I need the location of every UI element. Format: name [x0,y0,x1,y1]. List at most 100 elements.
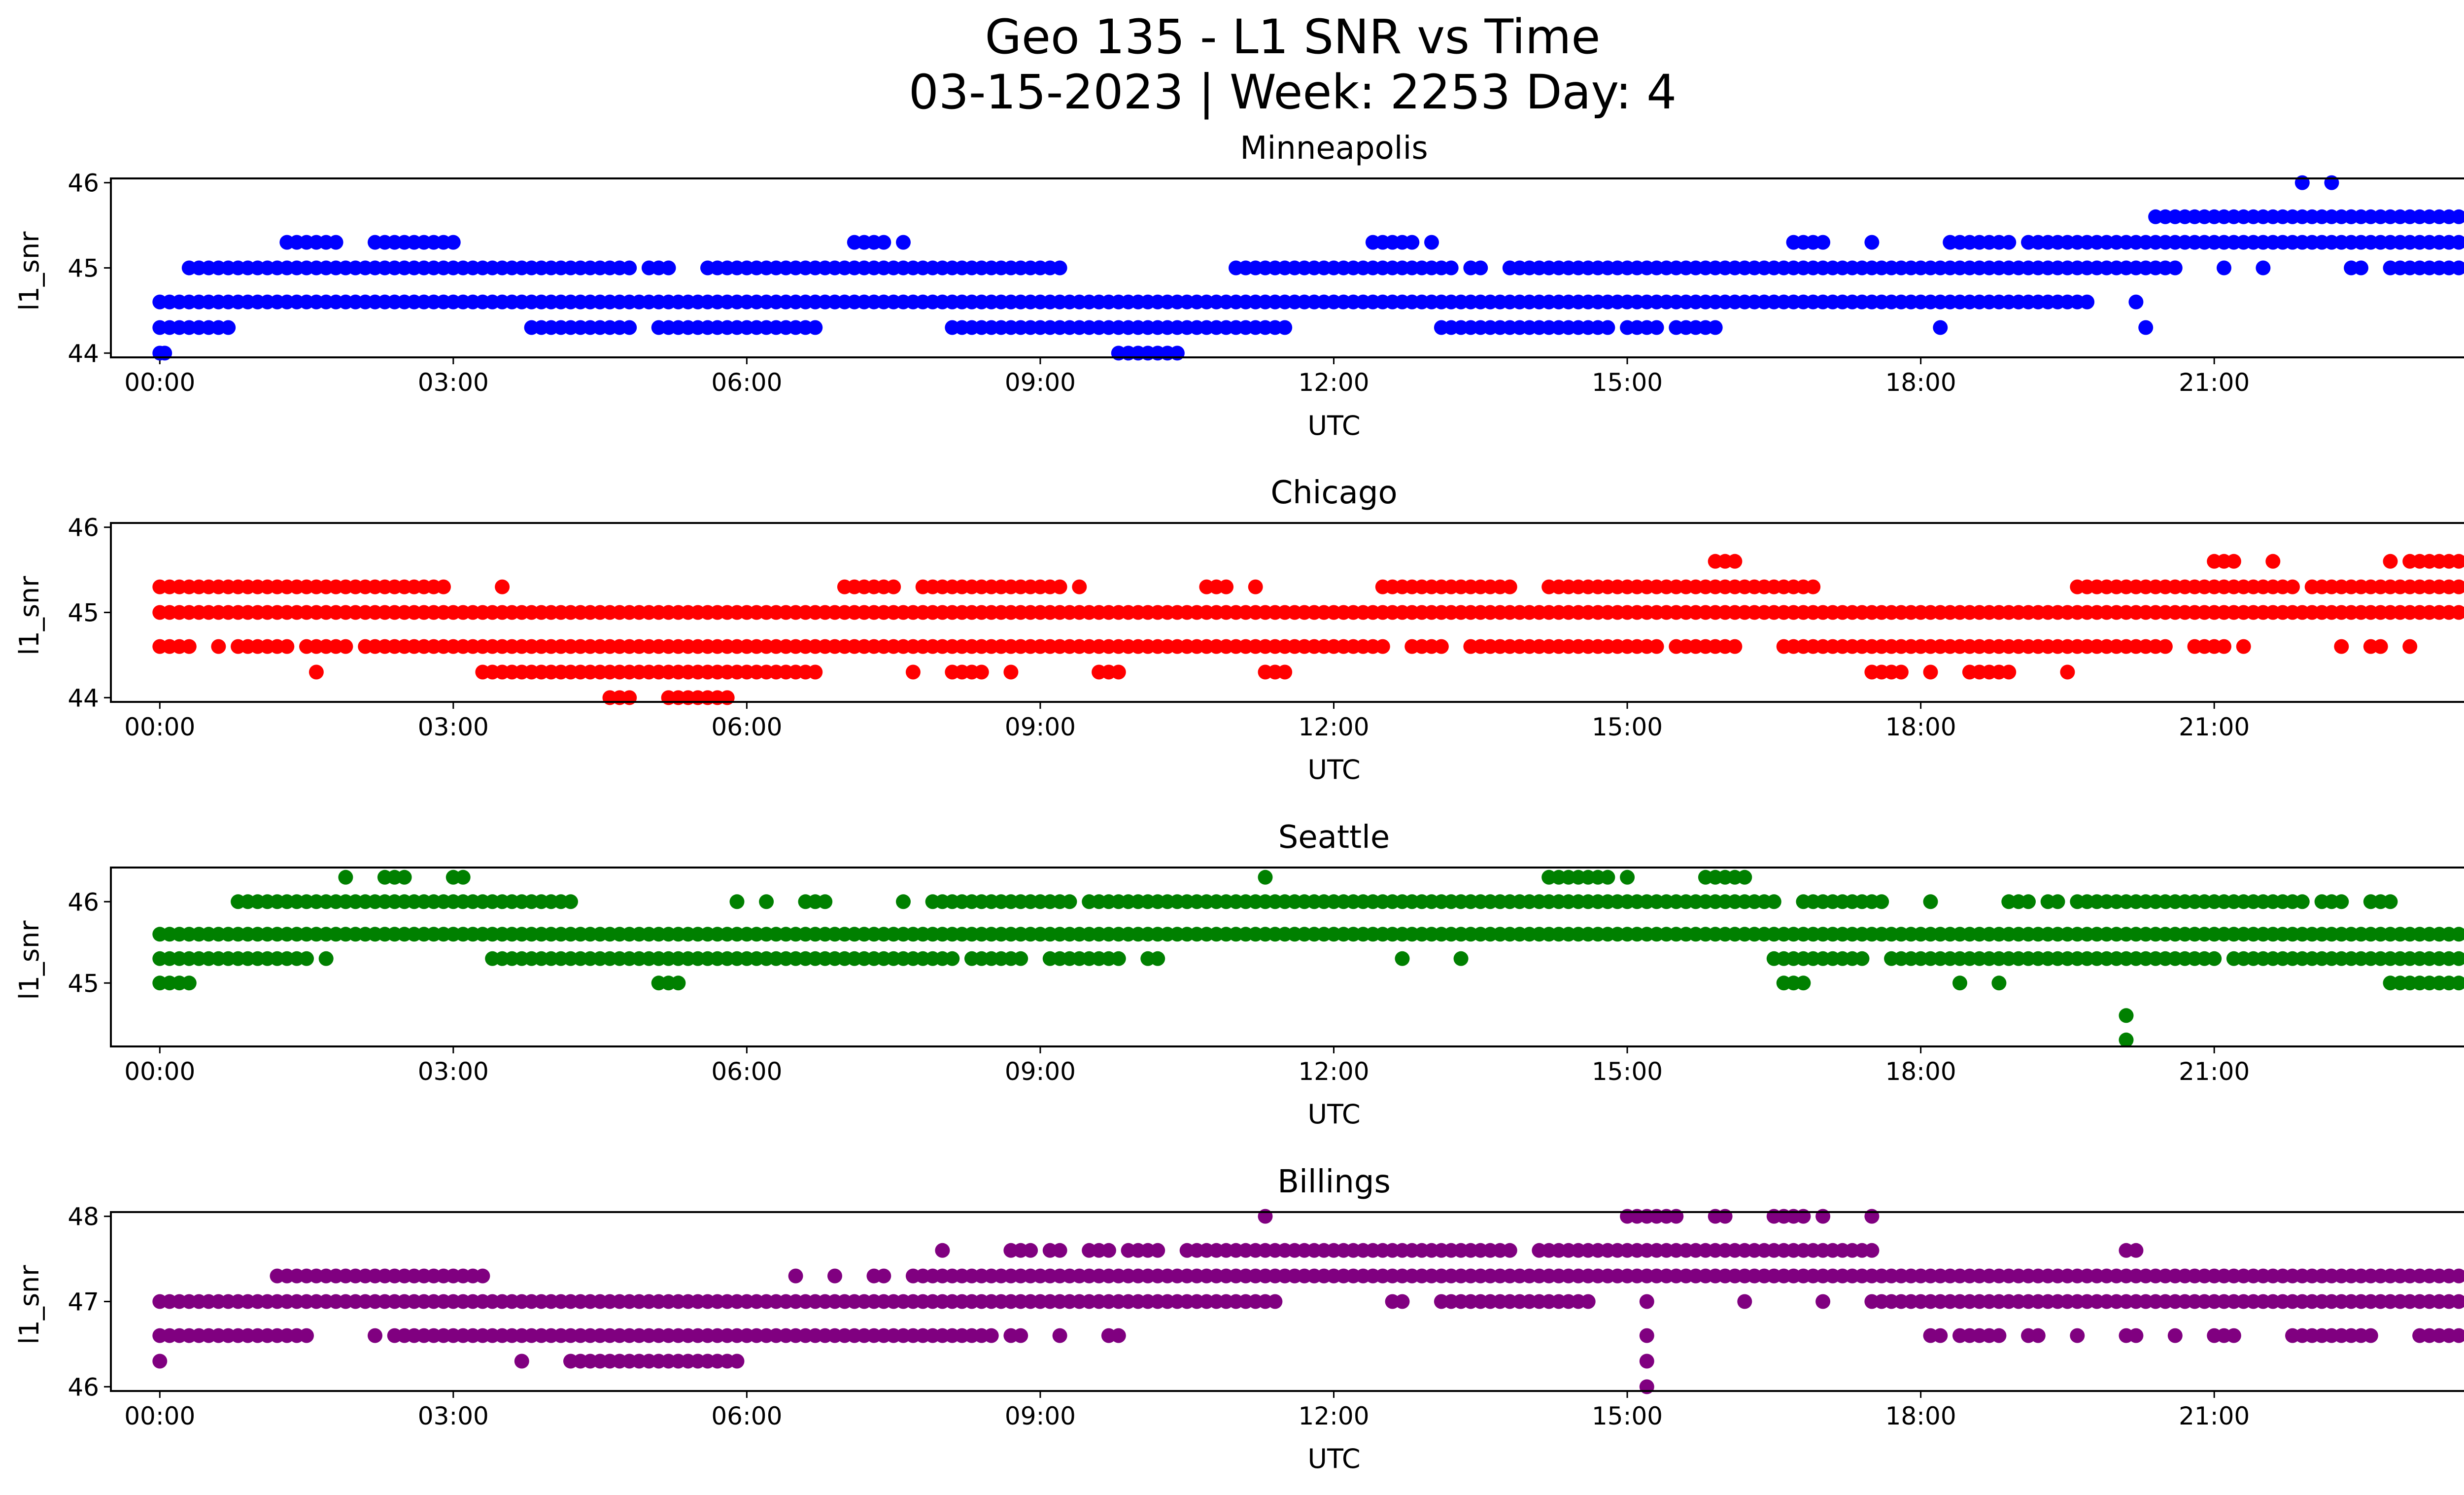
data-point [1933,1328,1948,1343]
data-point [759,894,774,909]
data-point [729,1354,745,1369]
data-point [2119,1008,2134,1023]
x-tick-label: 12:00 [1298,713,1369,741]
data-point [1404,235,1420,250]
data-point [1052,1243,1067,1258]
data-point [1815,235,1831,250]
data-points [152,1209,2464,1394]
data-point [2451,975,2464,991]
subplot-title: Seattle [1278,819,1390,856]
data-point [1052,579,1067,594]
data-point [1023,1243,1038,1258]
data-point [827,1268,842,1284]
data-point [2021,894,2036,909]
data-point [896,235,911,250]
x-tick-label: 12:00 [1298,368,1369,397]
y-tick-label: 46 [68,169,99,198]
data-point [2070,1328,2085,1343]
data-point [1952,975,1967,991]
data-point [2167,1328,2183,1343]
y-tick-label: 46 [68,1373,99,1401]
data-point [622,260,637,276]
data-point [1727,639,1743,654]
data-point [2461,262,2464,274]
data-point [2060,664,2075,680]
data-point [1708,320,1723,335]
data-point [1923,664,1938,680]
data-point [2030,1328,2046,1343]
data-point [318,951,334,966]
y-tick-label: 46 [68,514,99,542]
data-point [1052,1328,1067,1343]
data-point [1893,664,1909,680]
data-point [181,639,197,654]
data-point [2128,1328,2144,1343]
data-point [2451,1328,2464,1343]
x-tick-label: 18:00 [1885,1057,1956,1086]
subplot-title: Billings [1277,1164,1391,1200]
data-point [2050,894,2065,909]
y-tick-label: 46 [68,888,99,916]
data-point [328,235,343,250]
data-point [1072,579,1087,594]
data-point [2373,639,2388,654]
data-point [2461,236,2464,248]
data-point [1111,951,1126,966]
data-point [1395,951,1410,966]
data-point [808,320,823,335]
x-tick-label: 18:00 [1885,1402,1956,1430]
data-point [211,639,226,654]
data-point [1248,579,1263,594]
data-point [2451,209,2464,224]
data-point [1375,639,1390,654]
data-point [2128,1243,2144,1258]
data-point [1806,579,1821,594]
subplot-billings: Billings 46 47 48 00:00 03:00 06:00 09:00 12:0… [14,1164,2464,1474]
x-axis-label: UTC [1307,1443,1360,1474]
data-point [2383,554,2398,569]
data-point [1727,554,1743,569]
subplot-title: Chicago [1270,475,1397,511]
data-points [152,869,2464,1047]
data-point [1052,260,1067,276]
data-points [152,554,2464,705]
data-point [1258,869,1273,885]
subplot-minneapolis: Minneapolis 44 45 46 00:00 03:00 06:00 09:00 1… [14,130,2464,441]
data-point [2265,554,2281,569]
data-point [935,1243,950,1258]
data-point [1864,235,1880,250]
data-point [1737,1294,1752,1309]
data-point [2226,554,2241,569]
data-point [1600,320,1615,335]
data-point [1434,639,1449,654]
y-tick-label: 44 [68,339,99,368]
y-axis-label: l1_snr [14,231,45,311]
data-point [1923,894,1938,909]
data-point [2451,554,2464,569]
x-tick-label: 03:00 [418,713,489,741]
data-point [2461,928,2464,940]
x-tick-label: 06:00 [711,713,782,741]
data-point [2236,639,2251,654]
data-point [2461,581,2464,593]
data-point [1874,894,1889,909]
data-point [1854,951,1870,966]
data-point [2402,639,2418,654]
data-point [1443,260,1459,276]
data-point [622,320,637,335]
data-point [495,579,510,594]
x-tick-label: 15:00 [1592,368,1663,397]
data-point [1649,320,1664,335]
data-point [984,1328,999,1343]
y-axis-label: l1_snr [14,576,45,656]
data-point [1150,951,1165,966]
data-point [1991,975,2007,991]
x-tick-label: 00:00 [124,1402,195,1430]
data-point [1277,664,1293,680]
data-point [808,664,823,680]
x-axis-label: UTC [1307,1099,1360,1130]
data-point [2217,260,2231,276]
data-point [181,975,197,991]
figure-title-line-2: 03-15-2023 | Week: 2253 Day: 4 [909,65,1677,120]
